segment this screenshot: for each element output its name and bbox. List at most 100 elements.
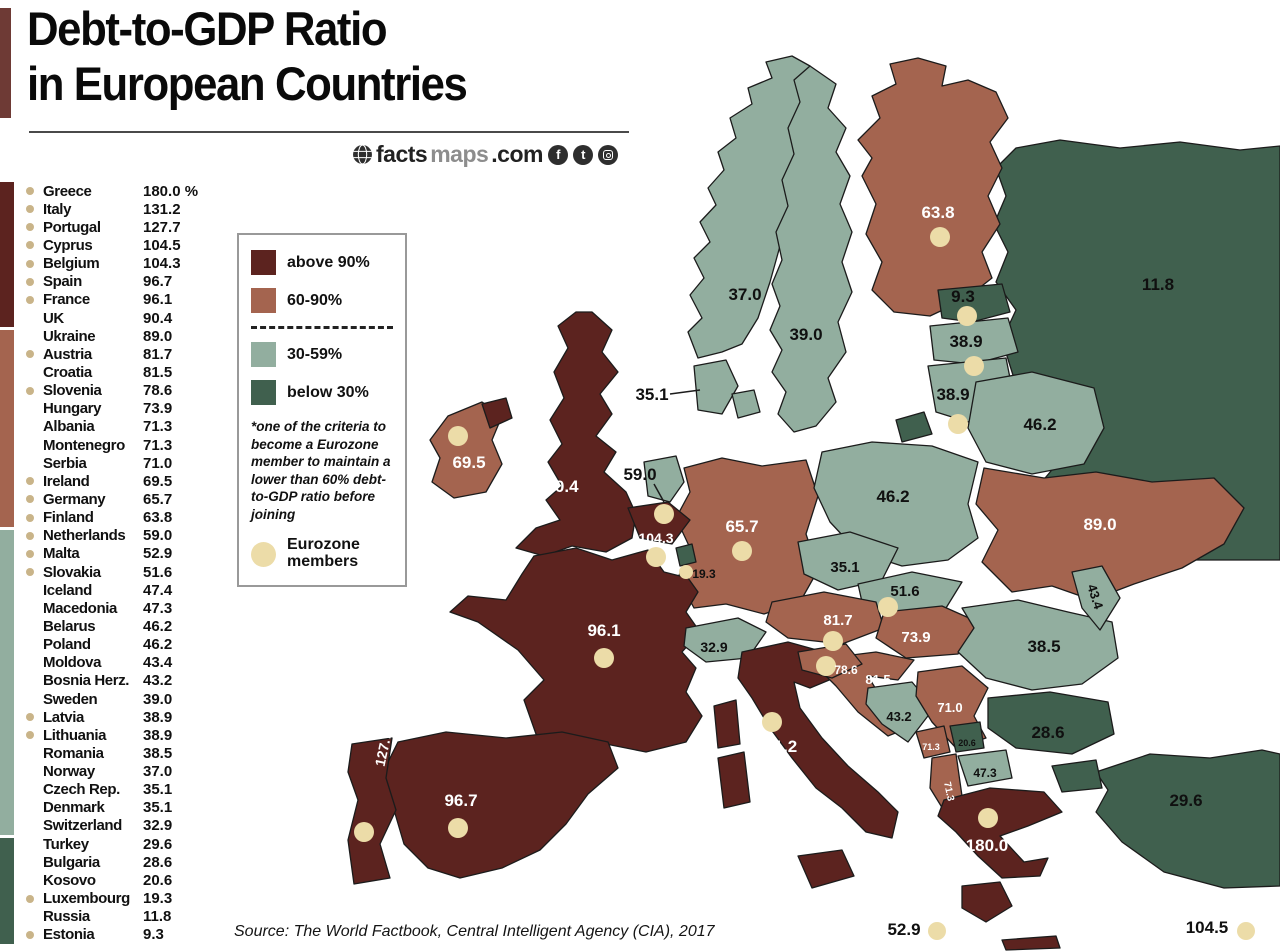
map-value-label: 104.3 xyxy=(638,530,673,546)
map-value-label: 90.4 xyxy=(545,477,579,496)
legend-label-30-59: 30-59% xyxy=(287,345,343,363)
legend-swatch-below30 xyxy=(251,380,276,405)
twitter-icon[interactable]: t xyxy=(572,144,593,165)
legend-row-above90: above 90% xyxy=(251,250,393,275)
eurozone-member-dot xyxy=(823,631,843,651)
brand-row: facts maps .com f t xyxy=(352,141,618,168)
map-value-label: 73.9 xyxy=(901,629,930,646)
instagram-icon[interactable] xyxy=(597,144,618,165)
country-name: Moldova xyxy=(43,654,102,672)
band-indicator xyxy=(0,744,14,763)
brand-com: .com xyxy=(491,141,543,167)
country-value: 29.6 xyxy=(143,835,173,853)
instagram-glyph xyxy=(602,149,613,160)
label-pointer-line xyxy=(653,483,665,503)
region-sicily xyxy=(797,849,855,889)
list-item: Netherlands 59.0 xyxy=(0,526,224,545)
band-indicator xyxy=(0,472,14,491)
country-name: Turkey xyxy=(43,835,89,853)
band-indicator xyxy=(0,708,14,727)
country-value: 20.6 xyxy=(143,871,173,889)
legend-row-eurozone: Eurozone members xyxy=(251,536,393,571)
map-value-label: 81.5 xyxy=(865,672,890,687)
list-item: Serbia 71.0 xyxy=(0,454,224,473)
facebook-icon[interactable]: f xyxy=(547,144,568,165)
list-item: Hungary 73.9 xyxy=(0,399,224,418)
map-value-label: 81.7 xyxy=(823,612,852,629)
region-estonia xyxy=(937,283,1011,323)
country-value: 104.5 xyxy=(143,236,181,254)
list-item: Slovakia 51.6 xyxy=(0,562,224,582)
country-value: 9.3 xyxy=(143,926,164,944)
eurozone-member-dot xyxy=(679,565,693,579)
map-value-label: 20.6 xyxy=(958,738,976,748)
list-item: Cyprus 104.5 xyxy=(0,236,224,255)
country-value: 38.9 xyxy=(143,726,173,744)
eurozone-bullet xyxy=(26,477,34,486)
country-value: 47.3 xyxy=(143,599,173,617)
map-value-label: 96.1 xyxy=(587,621,620,640)
region-bulgaria xyxy=(987,691,1115,755)
country-name: Kosovo xyxy=(43,871,96,889)
band-indicator xyxy=(0,200,14,219)
band-indicator xyxy=(0,526,14,545)
map-value-label: 63.8 xyxy=(921,203,954,222)
country-name: Montenegro xyxy=(43,436,125,454)
country-name: UK xyxy=(43,309,64,327)
list-item: Switzerland 32.9 xyxy=(0,816,224,836)
eurozone-bullet xyxy=(26,549,34,558)
band-indicator xyxy=(0,544,14,563)
country-list: Greece 180.0 % Italy 131.2 Portugal 127.7 Cypr… xyxy=(0,182,224,944)
country-name: Finland xyxy=(43,509,94,527)
region-kosovo xyxy=(949,721,985,753)
band-indicator xyxy=(0,290,14,309)
band-indicator xyxy=(0,417,14,436)
list-item: UK 90.4 xyxy=(0,308,224,328)
region-austria xyxy=(765,591,885,645)
map-value-label: 19.3 xyxy=(692,567,716,581)
country-value: 73.9 xyxy=(143,400,173,418)
country-name: Sweden xyxy=(43,690,98,708)
map-value-label: 39.0 xyxy=(789,325,822,344)
eurozone-bullet xyxy=(26,731,34,740)
label-pointer-line xyxy=(669,389,701,395)
map-value-label: 47.3 xyxy=(973,766,997,780)
list-item: Croatia 81.5 xyxy=(0,363,224,382)
country-value: 51.6 xyxy=(143,563,173,581)
band-indicator xyxy=(0,907,14,926)
country-name: Romania xyxy=(43,744,104,762)
eurozone-bullet xyxy=(26,295,34,304)
eurozone-member-dot xyxy=(816,656,836,676)
region-sweden xyxy=(769,65,853,433)
eurozone-member-dot xyxy=(448,426,468,446)
country-name: Switzerland xyxy=(43,817,122,835)
eurozone-member-dot xyxy=(964,356,984,376)
band-indicator xyxy=(0,435,14,455)
list-item: Lithuania 38.9 xyxy=(0,726,224,745)
country-value: 35.1 xyxy=(143,799,173,817)
band-indicator xyxy=(0,454,14,473)
eurozone-bullet xyxy=(26,513,34,522)
list-item: Finland 63.8 xyxy=(0,508,224,527)
globe-icon xyxy=(353,144,372,165)
list-item: Poland 46.2 xyxy=(0,635,224,654)
country-value: 96.1 xyxy=(143,291,173,309)
eurozone-member-dot xyxy=(978,808,998,828)
list-item: Russia 11.8 xyxy=(0,907,224,926)
band-indicator xyxy=(0,816,14,836)
list-item: Germany 65.7 xyxy=(0,490,224,509)
list-item: Albania 71.3 xyxy=(0,417,224,436)
list-item: Austria 81.7 xyxy=(0,345,224,364)
list-item: Iceland 47.4 xyxy=(0,581,224,600)
legend-row-below30: below 30% xyxy=(251,380,393,405)
map-value-label: 43.2 xyxy=(886,709,911,724)
list-item: Belgium 104.3 xyxy=(0,254,224,273)
eurozone-member-dot xyxy=(448,818,468,838)
country-value: 104.3 xyxy=(143,255,181,273)
map-value-label: 38.9 xyxy=(936,385,969,404)
list-item: Latvia 38.9 xyxy=(0,708,224,727)
country-name: Denmark xyxy=(43,799,105,817)
eurozone-bullet xyxy=(26,350,34,359)
country-value: 43.2 xyxy=(143,672,173,690)
eurozone-legend-dot xyxy=(251,541,276,567)
